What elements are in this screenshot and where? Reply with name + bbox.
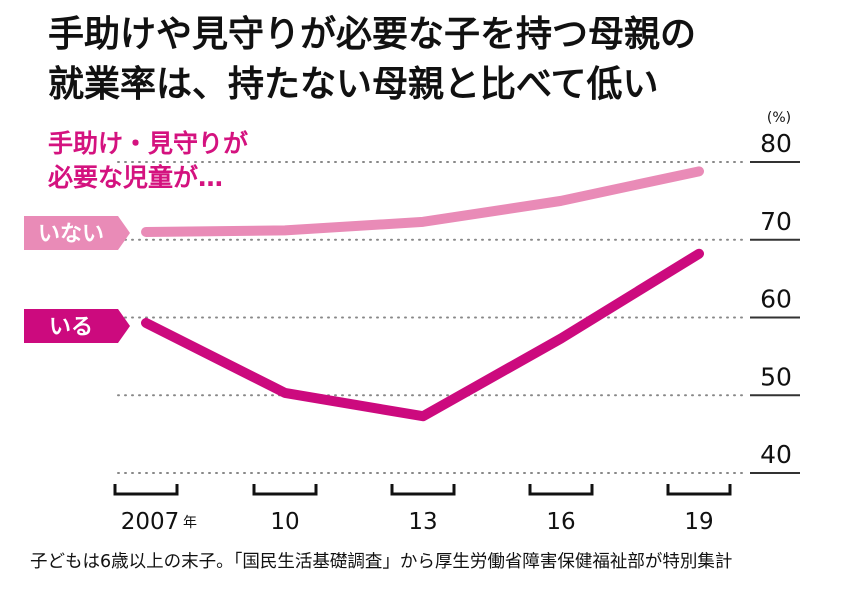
x-year-suffix: 年 — [183, 515, 197, 531]
series-label-inai: いない — [38, 222, 104, 247]
title-line-1: 手助けや見守りが必要な子を持つ母親の — [48, 14, 697, 55]
x-bracket-16 — [528, 484, 594, 496]
x-axis: 2007 年 10 13 16 19 — [113, 484, 732, 535]
x-tick-label-10: 10 — [270, 509, 299, 535]
x-bracket-13 — [390, 484, 456, 496]
series-label-box-iru — [24, 309, 130, 343]
y-tick-label-50: 50 — [760, 362, 792, 391]
x-bracket-2007 — [113, 484, 179, 496]
x-tick-label-16: 16 — [546, 509, 575, 535]
chart-title: 手助けや見守りが必要な子を持つ母親の 就業率は、持たない母親と比べて低い — [48, 10, 838, 110]
legend-heading-line-2: 必要な児童が… — [48, 163, 223, 192]
series — [141, 166, 704, 422]
x-bracket-19 — [666, 484, 732, 496]
x-bracket-10 — [252, 484, 318, 496]
legend-heading-line-1: 手助け・見守りが — [48, 129, 248, 158]
x-tick-label-2007: 2007 — [121, 509, 180, 535]
y-tick-label-40: 40 — [760, 440, 792, 469]
x-tick-label-13: 13 — [408, 509, 437, 535]
series-label-iru: いる — [49, 315, 93, 340]
series-line-inai — [141, 166, 704, 237]
y-unit-label: (%) — [767, 110, 791, 126]
series-line-iru — [141, 248, 704, 422]
gridlines — [117, 161, 800, 474]
source-note: 子どもは6歳以上の末子。「国民生活基礎調査」から厚生労働省障害保健福祉部が特別集… — [30, 552, 733, 572]
y-axis: 80 70 60 50 40 (%) — [760, 110, 792, 469]
y-tick-label-60: 60 — [760, 285, 792, 314]
title-line-2: 就業率は、持たない母親と比べて低い — [48, 64, 659, 105]
x-tick-label-19: 19 — [684, 509, 713, 535]
y-tick-label-80: 80 — [760, 129, 792, 158]
y-tick-label-70: 70 — [760, 207, 792, 236]
series-label-box-inai — [24, 216, 130, 250]
